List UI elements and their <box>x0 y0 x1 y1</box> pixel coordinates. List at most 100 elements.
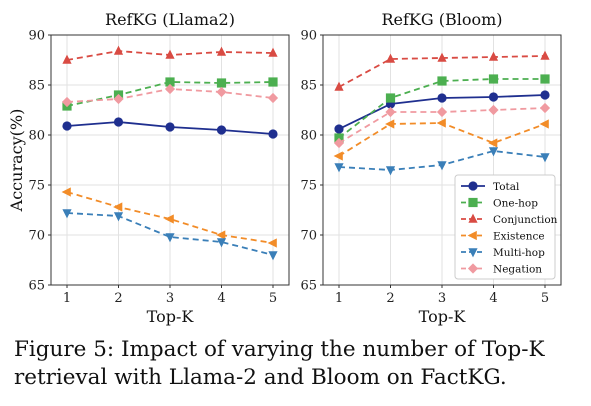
legend-item-total: Total <box>461 181 520 193</box>
data-point <box>437 161 447 171</box>
data-point <box>267 238 277 248</box>
y-tick-label: 80 <box>300 129 317 144</box>
data-point <box>437 76 447 86</box>
x-tick-label: 1 <box>63 291 71 306</box>
data-point <box>488 74 499 84</box>
data-point <box>113 212 124 222</box>
data-point <box>113 117 124 127</box>
data-point <box>113 202 123 212</box>
legend-label: Negation <box>493 264 542 276</box>
data-point <box>385 166 396 176</box>
x-tick-label: 5 <box>269 291 277 306</box>
data-point <box>540 50 550 60</box>
data-point <box>540 90 550 100</box>
series-negation <box>61 83 279 108</box>
legend-item-existence: Existence <box>461 231 545 243</box>
series-line <box>66 191 274 244</box>
legend-marker <box>468 181 478 191</box>
y-tick-label: 65 <box>28 279 45 294</box>
series-line <box>338 78 545 139</box>
data-point <box>61 96 73 108</box>
data-point <box>436 118 446 128</box>
data-point <box>488 104 499 116</box>
legend-box <box>454 174 556 280</box>
chart-title: RefKG (Bloom) <box>381 10 502 29</box>
x-tick-label: 5 <box>541 291 549 306</box>
data-point <box>268 77 278 87</box>
x-tick-label: 2 <box>386 291 394 306</box>
series-line <box>66 212 274 256</box>
legend-item-negation: Negation <box>461 263 542 276</box>
data-point <box>216 86 227 98</box>
data-point <box>333 151 343 161</box>
chart-panel-1: 65 70 75 80 85 90 1 2 3 4 5 RefKG (Llama2) Top-K Accu… <box>7 10 290 326</box>
data-point <box>62 209 72 219</box>
data-point <box>334 124 344 134</box>
data-point <box>385 106 396 118</box>
data-point <box>437 93 447 103</box>
data-point <box>165 49 175 59</box>
series-negation <box>333 102 551 149</box>
series-total <box>62 117 278 139</box>
legend-label: Existence <box>493 231 545 243</box>
y-tick-label: 65 <box>300 279 317 294</box>
data-point <box>164 83 176 95</box>
data-point <box>216 230 226 240</box>
x-tick-label: 3 <box>438 291 446 306</box>
legend-marker <box>467 230 477 241</box>
data-point <box>539 102 551 114</box>
series-conjunction <box>62 45 278 64</box>
y-tick-label: 90 <box>300 29 317 44</box>
y-tick-label: 75 <box>28 179 45 194</box>
data-point <box>334 163 344 173</box>
data-point <box>216 46 227 56</box>
data-point <box>268 129 278 139</box>
y-tick-label: 90 <box>28 29 45 44</box>
series-existence <box>333 118 549 161</box>
data-point <box>540 153 550 163</box>
chart-title: RefKG (Llama2) <box>105 10 235 29</box>
data-point <box>268 47 278 57</box>
data-point <box>385 53 396 63</box>
legend-label: One-hop <box>493 198 538 210</box>
data-point <box>165 233 175 243</box>
y-tick-label: 80 <box>28 129 45 144</box>
data-point <box>488 147 499 157</box>
data-point <box>334 81 344 91</box>
legend-marker <box>467 263 479 274</box>
legend: Total One-hop Conjunction Existence Multi-ho… <box>454 174 558 280</box>
legend-marker <box>468 197 478 208</box>
data-point <box>268 251 278 261</box>
x-axis-label: Top-K <box>419 307 467 326</box>
legend-marker <box>468 248 478 258</box>
data-point <box>333 137 345 149</box>
x-tick-label: 4 <box>489 291 497 306</box>
y-tick-label: 75 <box>300 179 317 194</box>
legend-item-conjunction: Conjunction <box>461 213 558 226</box>
y-tick-label: 85 <box>300 79 317 94</box>
data-point <box>488 138 498 148</box>
data-point <box>61 187 71 197</box>
legend-marker <box>468 213 478 223</box>
x-axis-label: Top-K <box>147 307 195 326</box>
data-point <box>488 51 499 61</box>
data-point <box>62 54 72 64</box>
legend-label: Conjunction <box>493 214 558 226</box>
data-point <box>267 92 279 104</box>
data-point <box>216 238 227 248</box>
x-tick-label: 3 <box>166 291 174 306</box>
y-tick-label: 70 <box>300 229 317 244</box>
y-tick-label: 85 <box>28 79 45 94</box>
data-point <box>385 119 395 129</box>
data-point <box>165 122 175 132</box>
figure-caption: Figure 5: Impact of varying the number o… <box>14 337 545 390</box>
legend-label: Total <box>493 181 520 193</box>
data-point <box>164 214 174 224</box>
data-point <box>385 93 396 103</box>
x-tick-label: 1 <box>335 291 343 306</box>
data-point <box>540 74 550 84</box>
series-multi-hop <box>62 209 278 261</box>
data-point <box>436 106 448 118</box>
data-point <box>165 77 175 87</box>
